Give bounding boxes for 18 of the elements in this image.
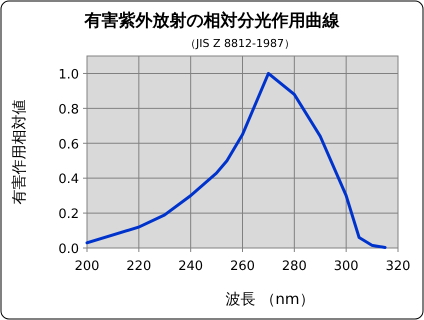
y-tick-label: 0.4 (58, 172, 79, 188)
x-axis-title: 波長 （nm） (226, 290, 314, 308)
y-tick-label: 0.0 (58, 242, 79, 257)
y-tick-label: 0.6 (58, 137, 79, 152)
chart-subtitle: （JIS Z 8812-1987） (185, 37, 295, 50)
x-tick-label: 220 (126, 259, 152, 274)
y-axis-title: 有害作用相対値 (10, 100, 28, 204)
y-tick-label: 1.0 (58, 67, 79, 82)
y-tick-label: 0.8 (58, 102, 79, 118)
x-tick-label: 280 (282, 259, 307, 274)
x-tick-label: 240 (178, 259, 204, 274)
x-tick-label: 320 (386, 259, 410, 274)
chart-title: 有害紫外放射の相対分光作用曲線 (84, 11, 340, 31)
y-tick-label: 0.2 (58, 207, 79, 222)
line-series (86, 72, 387, 249)
x-tick-label: 200 (74, 259, 100, 274)
x-tick-label: 300 (334, 259, 359, 274)
x-tick-label: 260 (230, 259, 255, 274)
